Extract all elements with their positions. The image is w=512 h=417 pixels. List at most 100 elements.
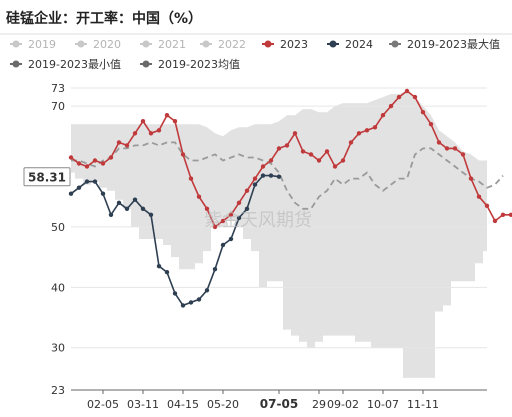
series-2023-point bbox=[492, 218, 498, 224]
legend-item[interactable]: 2021 bbox=[140, 38, 186, 51]
series-2023-point bbox=[236, 200, 242, 205]
series-2023-point bbox=[284, 143, 290, 148]
watermark: 紫金天风期货 bbox=[204, 210, 312, 231]
series-2024-point bbox=[124, 206, 130, 211]
series-2023-point bbox=[508, 212, 512, 217]
legend-marker bbox=[142, 60, 150, 68]
series-2024 bbox=[68, 173, 282, 308]
series-2023-point bbox=[404, 88, 410, 94]
series-2024-point bbox=[268, 173, 274, 178]
legend-marker bbox=[142, 40, 150, 48]
series-2023-point bbox=[452, 146, 458, 151]
series-2023-point bbox=[292, 131, 298, 136]
series-2023-point bbox=[388, 103, 394, 109]
series-2023-point bbox=[244, 188, 250, 193]
legend-marker bbox=[12, 40, 20, 48]
x-tick-label: 09-02 bbox=[327, 398, 359, 411]
series-2023-point bbox=[220, 218, 226, 224]
series-2023-point bbox=[356, 131, 362, 136]
series-2023-point bbox=[100, 161, 106, 166]
series-2024-point bbox=[164, 270, 170, 275]
x-tick-label: 07-05 bbox=[260, 397, 298, 411]
series-2024-point bbox=[220, 242, 226, 248]
series-2023-point bbox=[156, 128, 162, 133]
series-2024-point bbox=[180, 303, 186, 308]
series-2024-point bbox=[188, 300, 194, 305]
series-2023-point bbox=[108, 155, 114, 160]
series-2024-point bbox=[252, 182, 258, 187]
y-tick-label: 73 bbox=[51, 82, 65, 95]
y-tick-label: 23 bbox=[51, 384, 65, 397]
series-2023-point bbox=[76, 161, 82, 166]
series-2023-point bbox=[396, 94, 402, 100]
series-2024-point bbox=[276, 174, 282, 179]
legend-item[interactable]: 2024 bbox=[327, 38, 373, 51]
series-2024-point bbox=[148, 212, 154, 217]
x-tick-label: 10-07 bbox=[367, 398, 399, 411]
legend[interactable]: 2019 2020 2021 2022 2023 2024 2019-2023最大值 2019… bbox=[10, 37, 500, 71]
series-2023-point bbox=[204, 206, 210, 211]
series-2023-point bbox=[324, 149, 330, 154]
series-2023-point bbox=[188, 176, 194, 181]
current-value-label: 58.31 bbox=[28, 171, 66, 185]
series-2023-point bbox=[412, 94, 418, 100]
series-2023-point bbox=[252, 176, 258, 181]
legend-marker bbox=[391, 40, 399, 48]
series-2023-point bbox=[436, 140, 442, 145]
current-value-box bbox=[23, 167, 71, 187]
legend-label: 2019-2023均值 bbox=[158, 58, 240, 71]
legend-label: 2019 bbox=[28, 38, 56, 51]
x-tick-label: 03-11 bbox=[127, 398, 159, 411]
legend-item[interactable]: 2019 bbox=[10, 38, 56, 51]
series-2023-point bbox=[500, 212, 506, 217]
legend-item[interactable]: 2019-2023最大值 bbox=[389, 37, 500, 51]
series-2023-point bbox=[476, 194, 482, 199]
series-2023-point bbox=[124, 143, 130, 148]
series-2024-point bbox=[132, 197, 138, 202]
legend-item[interactable]: 2019-2023均值 bbox=[140, 58, 240, 71]
legend-marker bbox=[329, 40, 337, 48]
series-2023-point bbox=[196, 194, 202, 199]
series-2023-line bbox=[70, 89, 511, 229]
series-2023-point bbox=[468, 176, 474, 181]
series-mean-line bbox=[71, 141, 504, 210]
legend-item[interactable]: 2023 bbox=[262, 38, 308, 51]
x-tick-label: 11-11 bbox=[407, 398, 439, 411]
series-2023-point bbox=[300, 149, 306, 154]
series-2024-point bbox=[76, 185, 82, 190]
plot-area: 23 30 40 50 70 73 02-05 03-11 04-15 05-20 07-05 29 0… bbox=[23, 82, 512, 411]
legend-label: 2024 bbox=[345, 38, 373, 51]
series-2023-point bbox=[164, 113, 170, 118]
series-2023-point bbox=[132, 131, 138, 136]
series-2023-point bbox=[84, 164, 90, 169]
legend-label: 2019-2023最小值 bbox=[28, 58, 121, 71]
x-tick-label: 02-05 bbox=[87, 398, 119, 411]
series-2023-point bbox=[364, 128, 370, 133]
series-2023-point bbox=[444, 146, 450, 151]
series-2023 bbox=[68, 88, 512, 230]
series-2024-point bbox=[84, 179, 90, 184]
legend-item[interactable]: 2022 bbox=[200, 38, 246, 51]
legend-marker bbox=[77, 40, 85, 48]
series-2024-point bbox=[68, 191, 74, 196]
series-2023-point bbox=[460, 152, 466, 157]
series-2023-point bbox=[308, 152, 314, 157]
x-tick-label: 04-15 bbox=[167, 398, 199, 411]
series-2023-point bbox=[172, 119, 178, 124]
series-2024-point bbox=[92, 179, 98, 184]
x-tick-label: 05-20 bbox=[207, 398, 239, 411]
series-2023-point bbox=[276, 146, 282, 151]
legend-item[interactable]: 2020 bbox=[75, 38, 121, 51]
legend-label: 2021 bbox=[158, 38, 186, 51]
legend-item[interactable]: 2019-2023最小值 bbox=[10, 58, 121, 71]
y-tick-label: 50 bbox=[51, 221, 65, 234]
series-2024-point bbox=[140, 206, 146, 211]
series-2023-point bbox=[316, 158, 322, 163]
y-tick-label: 40 bbox=[51, 281, 65, 294]
series-2024-point bbox=[228, 236, 234, 242]
series-2023-point bbox=[212, 224, 218, 230]
range-band bbox=[71, 91, 487, 378]
series-2023-point bbox=[380, 113, 386, 118]
series-2023-point bbox=[420, 110, 426, 115]
